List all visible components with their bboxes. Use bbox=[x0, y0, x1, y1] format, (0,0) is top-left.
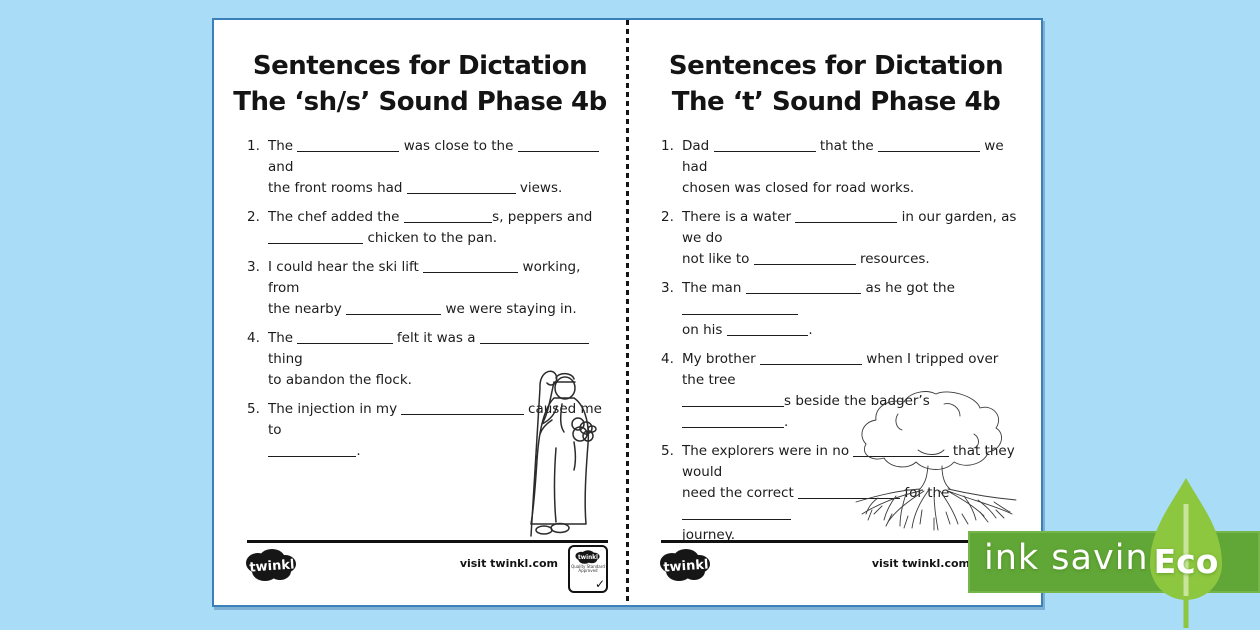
sentence-row: 4. My brother when I tripped over the tre… bbox=[661, 349, 1017, 433]
sentence-row: 3. I could hear the ski lift working, fro… bbox=[247, 257, 609, 320]
sentence-line: Dad that the we had bbox=[682, 138, 1004, 175]
sentence-line: journey. bbox=[682, 527, 736, 543]
sentence-number: 4. bbox=[247, 330, 260, 346]
sentence-row: 2. The chef added the s, peppers and chic… bbox=[247, 207, 609, 249]
blank-line bbox=[853, 444, 949, 457]
left-title-line2: The ‘sh/s’ Sound Phase 4b bbox=[233, 87, 607, 117]
page-divider-dashed-line bbox=[626, 20, 629, 603]
blank-line bbox=[682, 507, 791, 520]
eco-leaf-icon bbox=[1146, 478, 1226, 634]
sentence-line: The chef added the s, peppers and bbox=[268, 209, 593, 225]
blank-line bbox=[345, 302, 442, 315]
sentence-line: to abandon the flock. bbox=[268, 372, 412, 388]
svg-text:twinkl: twinkl bbox=[578, 555, 598, 561]
sentence-line: on his . bbox=[682, 322, 813, 338]
blank-line bbox=[753, 252, 856, 265]
twinkl-logo-left[interactable]: twinkl bbox=[243, 547, 301, 585]
blank-line bbox=[403, 210, 493, 223]
blank-line bbox=[726, 323, 809, 336]
right-page-title: Sentences for Dictation The ‘t’ Sound Ph… bbox=[630, 48, 1042, 120]
sentence-row: 1. Dad that the we had chosen was closed f… bbox=[661, 136, 1017, 199]
left-footer-rule bbox=[247, 540, 608, 543]
blank-line bbox=[745, 281, 862, 294]
eco-label: Eco bbox=[1153, 542, 1219, 581]
sentence-number: 1. bbox=[247, 138, 260, 154]
sentence-row: 5. The injection in my caused me to. bbox=[247, 399, 609, 462]
blank-line bbox=[268, 231, 364, 244]
sentence-number: 2. bbox=[247, 209, 260, 225]
ink-saving-label: ink saving bbox=[984, 538, 1172, 578]
sentence-line: I could hear the ski lift working, from bbox=[268, 259, 581, 296]
right-title-line1: Sentences for Dictation bbox=[668, 51, 1004, 81]
sentence-line: The explorers were in no that they would bbox=[682, 443, 1015, 480]
sentence-line: There is a water in our garden, as we do bbox=[682, 209, 1017, 246]
blank-line bbox=[297, 331, 393, 344]
svg-text:twinkl: twinkl bbox=[249, 557, 295, 575]
sentence-row: 4. The felt it was a thing to abandon the … bbox=[247, 328, 609, 391]
sentence-line: the nearby we were staying in. bbox=[268, 301, 577, 317]
left-title-line1: Sentences for Dictation bbox=[252, 51, 588, 81]
blank-line bbox=[517, 139, 600, 152]
sentence-line: s beside the badger’s . bbox=[682, 391, 1017, 433]
sentence-number: 5. bbox=[247, 401, 260, 417]
sentence-number: 4. bbox=[661, 351, 674, 367]
blank-line bbox=[760, 352, 863, 365]
sentence-line: My brother when I tripped over the tree bbox=[682, 351, 999, 388]
tree-with-roots-illustration bbox=[848, 390, 1024, 544]
blank-line bbox=[713, 139, 816, 152]
blank-line bbox=[423, 260, 519, 273]
blank-line bbox=[401, 402, 524, 415]
blank-line bbox=[682, 415, 784, 428]
right-footer-rule bbox=[661, 540, 1018, 543]
sentence-line: The injection in my caused me to bbox=[268, 401, 602, 438]
sentence-number: 3. bbox=[247, 259, 260, 275]
sentence-row: 2. There is a water in our garden, as we … bbox=[661, 207, 1017, 270]
twinkl-logo-right[interactable]: twinkl bbox=[657, 547, 715, 585]
quality-standard-badge: twinkl Quality Standard Approved ✓ bbox=[568, 545, 608, 593]
blank-line bbox=[406, 181, 516, 194]
blank-line bbox=[877, 139, 980, 152]
sentence-line: The man as he got the bbox=[682, 278, 1017, 320]
blank-line bbox=[795, 210, 898, 223]
left-page-title: Sentences for Dictation The ‘sh/s’ Sound… bbox=[214, 48, 626, 120]
checkmark-icon: ✓ bbox=[594, 577, 605, 591]
svg-text:twinkl: twinkl bbox=[663, 557, 709, 575]
visit-twinkl-link-right[interactable]: visit twinkl.com bbox=[871, 557, 970, 570]
sentence-number: 5. bbox=[661, 443, 674, 459]
quality-badge-caption: Quality Standard Approved bbox=[571, 564, 605, 573]
sentence-number: 1. bbox=[661, 138, 674, 154]
blank-line bbox=[682, 394, 784, 407]
right-sentence-list: 1. Dad that the we had chosen was closed f… bbox=[661, 136, 1017, 554]
sentence-row: 1. The was close to the and the front room… bbox=[247, 136, 609, 199]
sentence-row: 3. The man as he got the on his . bbox=[661, 278, 1017, 341]
sentence-line: The felt it was a thing bbox=[268, 328, 609, 370]
left-sentence-list: 1. The was close to the and the front room… bbox=[247, 136, 609, 470]
shepherd-with-lamb-illustration bbox=[500, 358, 612, 544]
sentence-line: chicken to the pan. bbox=[268, 228, 609, 249]
sentence-number: 3. bbox=[661, 280, 674, 296]
sentence-number: 2. bbox=[661, 209, 674, 225]
blank-line bbox=[297, 139, 400, 152]
blank-line bbox=[798, 486, 901, 499]
blank-line bbox=[479, 331, 589, 344]
sentence-line: The was close to the and bbox=[268, 136, 609, 178]
sentence-line: not like to resources. bbox=[682, 251, 930, 267]
blank-line bbox=[268, 444, 357, 457]
blank-line bbox=[682, 302, 798, 315]
visit-twinkl-link-left[interactable]: visit twinkl.com bbox=[459, 557, 558, 570]
sentence-line: chosen was closed for road works. bbox=[682, 180, 915, 196]
right-title-line2: The ‘t’ Sound Phase 4b bbox=[671, 87, 1001, 117]
sentence-line: the front rooms had views. bbox=[268, 180, 563, 196]
sentence-line: . bbox=[268, 441, 609, 462]
